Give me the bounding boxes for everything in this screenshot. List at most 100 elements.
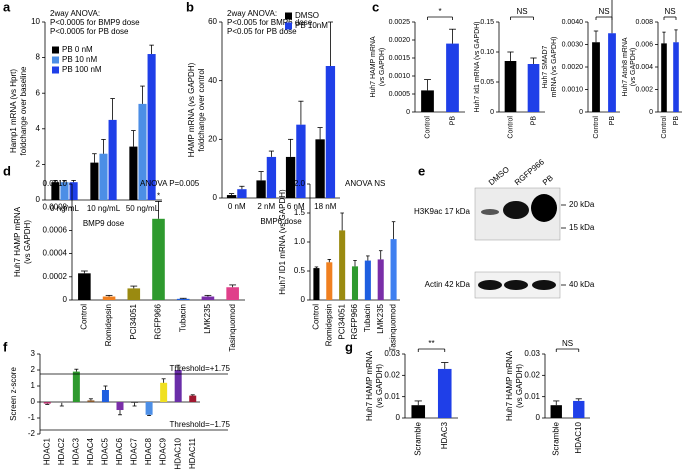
- bar: [152, 218, 165, 300]
- annotation: P<0.05 for PB dose: [227, 27, 297, 36]
- bar: [285, 156, 296, 198]
- bar: [58, 402, 66, 403]
- bar: [673, 42, 679, 112]
- y-tick-label: -1: [28, 413, 36, 422]
- x-axis-label: BMP9 dose: [83, 219, 125, 228]
- bar: [78, 273, 91, 300]
- x-tick-label: PB: [673, 116, 680, 126]
- x-tick-label: HDAC10: [173, 437, 182, 469]
- y-tick-label: 0: [31, 397, 36, 406]
- y-tick-label: 1: [31, 381, 36, 390]
- panel-label: g: [345, 339, 353, 354]
- annotation: ANOVA P=0.005: [140, 179, 200, 188]
- bar: [504, 61, 517, 112]
- x-tick-label: 10 ng/mL: [87, 204, 121, 213]
- bar: [390, 239, 397, 300]
- bar: [527, 64, 540, 112]
- bar: [339, 230, 346, 300]
- bar: [101, 390, 109, 402]
- x-tick-label: HDAC3: [71, 437, 80, 465]
- sig-label: NS: [516, 7, 527, 16]
- y-tick-label: 0: [63, 295, 68, 304]
- bar: [160, 382, 168, 402]
- y-tick-label: 0.0008: [43, 202, 68, 211]
- y-axis-label: Huh7 HAMP mRNA: [13, 206, 22, 277]
- y-tick-label: 2: [36, 160, 41, 169]
- bar: [421, 90, 434, 112]
- bar: [237, 189, 247, 198]
- bar: [90, 162, 99, 200]
- y-tick-label: 0: [579, 109, 583, 116]
- panel-label: e: [418, 163, 425, 178]
- y-tick-label: 0: [649, 109, 653, 116]
- legend-swatch: [285, 12, 292, 20]
- y-axis-label: Huh7 HAMP mRNA: [505, 350, 514, 421]
- bar: [266, 156, 277, 198]
- y-tick-label: 4: [36, 124, 41, 133]
- blot-band: [481, 209, 499, 215]
- y-tick-label: 0.0006: [43, 226, 68, 235]
- x-tick-label: HDAC2: [57, 437, 66, 465]
- panel-label: a: [3, 0, 11, 14]
- y-axis-label: (vs GAPDH): [630, 48, 637, 87]
- y-axis-label: Hamp1 mRNA (vs Hprt): [9, 69, 18, 153]
- x-tick-label: PB: [449, 116, 456, 126]
- y-tick-label: 0: [213, 193, 218, 202]
- annotation: P<0.0005 for BMP9 dose: [50, 18, 140, 27]
- y-axis-label: mRNA (vs GAPDH): [551, 37, 558, 98]
- x-tick-label: Control: [661, 116, 668, 139]
- bar: [411, 405, 426, 418]
- y-tick-label: 0.01: [384, 392, 400, 401]
- y-tick-label: 0.0040: [562, 19, 584, 26]
- legend-label: DMSO: [295, 11, 319, 20]
- y-tick-label: 1.5: [294, 208, 306, 217]
- y-tick-label: 0.03: [524, 349, 540, 358]
- bar: [226, 195, 237, 198]
- y-axis-label: Huh7 Atoh8 mRNA: [622, 37, 629, 96]
- bar: [313, 268, 320, 300]
- y-tick-label: 0.03: [384, 349, 400, 358]
- y-tick-label: 0: [406, 109, 410, 116]
- y-axis-label: (vs GAPDH): [515, 364, 524, 408]
- x-axis-label: BMP6 dose: [260, 217, 302, 226]
- y-axis-label: (vs GAPDH): [379, 48, 386, 87]
- threshold-label: Threshold=−1.75: [170, 420, 231, 429]
- x-tick-label: HDAC1: [42, 437, 51, 465]
- x-tick-label: Tubacin: [363, 304, 372, 332]
- y-axis-label: (vs GAPDH): [23, 220, 32, 264]
- bar: [592, 42, 600, 112]
- bar: [608, 33, 616, 112]
- y-tick-label: 0.05: [480, 79, 494, 86]
- x-tick-label: 0 ng/mL: [50, 204, 79, 213]
- marker-label: 20 kDa: [569, 200, 595, 209]
- bar: [256, 180, 266, 198]
- x-tick-label: Romidepsin: [324, 304, 333, 346]
- legend-swatch: [52, 56, 59, 64]
- y-tick-label: 0: [490, 109, 494, 116]
- bar: [446, 43, 459, 112]
- x-tick-label: RGFP966: [154, 303, 163, 339]
- bar: [116, 402, 124, 410]
- y-tick-label: 2.0: [294, 179, 306, 188]
- bar: [326, 262, 333, 300]
- y-axis-label: HAMP mRNA (vs GAPDH): [187, 62, 196, 157]
- x-tick-label: Control: [507, 116, 514, 139]
- lane-label: DMSO: [487, 165, 511, 187]
- bar: [145, 402, 153, 415]
- y-axis-label: Huh7 ID1 mRNA (vs GAPDH): [278, 189, 287, 295]
- legend-swatch: [285, 22, 292, 30]
- y-tick-label: 0.15: [480, 19, 494, 26]
- legend-label: PB 10 nM: [62, 55, 97, 64]
- threshold-label: Threshold=+1.75: [170, 364, 231, 373]
- y-tick-label: 2: [31, 365, 36, 374]
- blot-band: [532, 280, 556, 290]
- y-tick-label: 0.0025: [389, 19, 411, 26]
- bar: [661, 43, 667, 112]
- blot-band: [504, 280, 528, 290]
- blot-band: [531, 194, 557, 222]
- y-tick-label: 0.0020: [562, 64, 584, 71]
- bar: [201, 296, 215, 300]
- panel-label: b: [186, 0, 194, 14]
- marker-label: 40 kDa: [569, 280, 595, 289]
- bar: [315, 139, 325, 198]
